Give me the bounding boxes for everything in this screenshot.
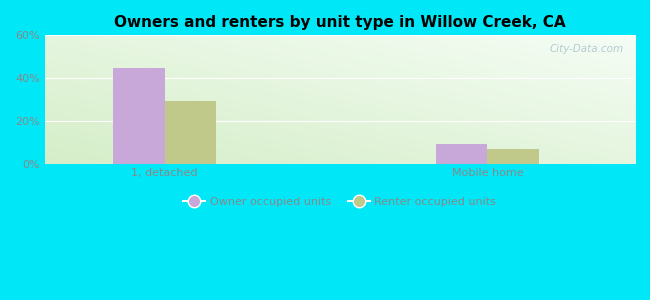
Legend: Owner occupied units, Renter occupied units: Owner occupied units, Renter occupied un… [179,193,500,212]
Bar [164,100,216,164]
Title: Owners and renters by unit type in Willow Creek, CA: Owners and renters by unit type in Willo… [114,15,566,30]
Bar [113,68,164,164]
Bar [436,144,488,164]
Text: City-Data.com: City-Data.com [549,44,623,54]
Bar [488,148,539,164]
